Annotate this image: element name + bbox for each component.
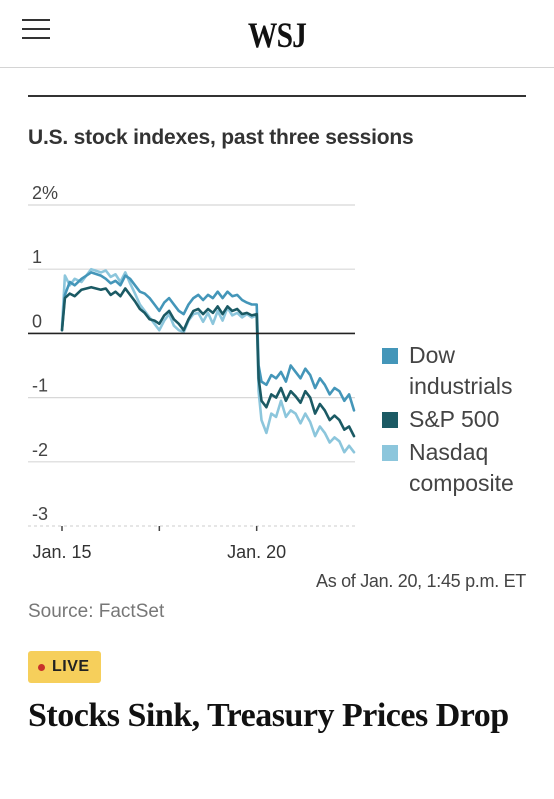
- chart-source: Source: FactSet: [28, 601, 165, 622]
- legend-item-nasdaq: Nasdaq composite: [382, 437, 554, 499]
- legend-item-sp500: S&P 500: [382, 404, 554, 435]
- x-tick-label: Jan. 20: [227, 542, 286, 562]
- legend-swatch-sp500: [382, 412, 398, 428]
- live-label: LIVE: [52, 658, 90, 675]
- y-tick-label: -2: [32, 440, 48, 460]
- legend-label-sp500: S&P 500: [409, 406, 500, 432]
- chart-title: U.S. stock indexes, past three sessions: [28, 126, 414, 149]
- series-line-nasdaq-composite: [60, 267, 356, 454]
- live-dot-icon: [38, 663, 45, 671]
- hamburger-menu-icon[interactable]: [22, 18, 50, 40]
- y-tick-label: 1: [32, 247, 42, 267]
- legend-label-dow: Dow industrials: [409, 342, 513, 399]
- top-bar: WSJ: [0, 0, 554, 68]
- series-line-s-p-500: [60, 285, 356, 438]
- legend-label-nasdaq: Nasdaq composite: [409, 439, 514, 496]
- article-headline[interactable]: Stocks Sink, Treasury Prices Drop: [28, 697, 509, 734]
- legend-item-dow: Dow industrials: [382, 340, 554, 402]
- y-tick-label: -3: [32, 504, 48, 524]
- legend-swatch-nasdaq: [382, 445, 398, 461]
- x-tick-label: Jan. 15: [32, 542, 91, 562]
- y-tick-label: 0: [32, 311, 42, 331]
- live-badge[interactable]: LIVE: [28, 651, 101, 683]
- section-rule: [28, 95, 526, 97]
- chart-legend: Dow industrials S&P 500 Nasdaq composite: [382, 340, 554, 501]
- series-line-dow-industrials: [60, 271, 356, 412]
- y-tick-label: 2%: [32, 183, 58, 203]
- y-tick-label: -1: [32, 376, 48, 396]
- legend-swatch-dow: [382, 348, 398, 364]
- chart-timestamp: As of Jan. 20, 1:45 p.m. ET: [315, 571, 526, 591]
- wsj-logo[interactable]: WSJ: [247, 15, 307, 55]
